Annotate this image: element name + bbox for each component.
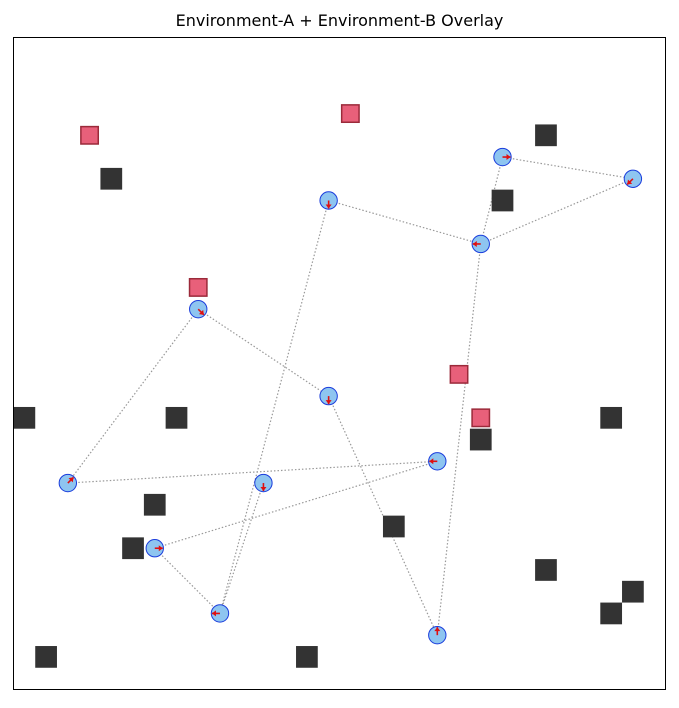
heading-arrowhead [325, 400, 332, 405]
chart-title: Environment-A + Environment-B Overlay [175, 11, 504, 30]
path-segment [480, 156, 504, 245]
target-marker [80, 125, 100, 145]
agent-marker [145, 539, 164, 558]
agents-layer [58, 147, 643, 645]
path-segment [154, 547, 221, 614]
obstacle-cell [600, 602, 623, 625]
path-segment [219, 482, 265, 614]
obstacle-cell [600, 406, 623, 429]
obstacle-cell [35, 646, 57, 668]
target-marker [471, 408, 491, 428]
heading-arrowhead [627, 179, 633, 185]
heading-arrowhead [211, 610, 216, 617]
obstacle-cell [100, 167, 123, 190]
obstacle-cell [491, 189, 514, 212]
heading-arrowhead [158, 545, 163, 552]
obstacle-cell [622, 580, 644, 603]
obstacle-cell [122, 537, 144, 560]
paths-layer [67, 156, 634, 636]
heading-arrowhead [434, 627, 441, 632]
agent-marker [428, 625, 447, 645]
heading-arrowhead [325, 204, 332, 209]
heading-arrowhead [506, 154, 511, 161]
agent-marker [189, 299, 208, 319]
agent-marker [319, 191, 338, 210]
obstacles-layer [13, 124, 644, 668]
target-marker [340, 104, 360, 124]
agent-marker [58, 473, 78, 493]
path-segment [67, 308, 199, 484]
obstacle-cell [143, 493, 166, 516]
heading-arrowhead [472, 240, 477, 247]
obstacle-cell [13, 406, 36, 429]
agent-marker [319, 386, 338, 406]
heading-arrowhead [429, 458, 434, 465]
obstacle-cell [165, 406, 188, 429]
agent-marker [210, 604, 230, 623]
obstacle-cell [535, 559, 557, 581]
path-segment [328, 199, 481, 245]
agent-marker [471, 234, 490, 254]
agent-marker [254, 473, 273, 493]
obstacle-cell [296, 646, 318, 668]
targets-layer [80, 104, 491, 428]
heading-arrowhead [260, 487, 267, 492]
path-segment [197, 308, 329, 397]
agent-marker [623, 169, 643, 188]
obstacle-cell [382, 515, 405, 538]
heading-arrowhead [198, 309, 204, 315]
path-segment [154, 460, 438, 549]
path-segment [436, 243, 482, 636]
agent-marker [428, 452, 447, 471]
plot-frame [13, 37, 666, 690]
target-marker [449, 364, 469, 384]
path-segment [480, 178, 634, 245]
path-segment [502, 156, 633, 180]
target-marker [188, 277, 208, 297]
path-segment [219, 200, 330, 614]
path-segment [67, 460, 438, 484]
obstacle-cell [535, 124, 557, 147]
obstacle-cell [469, 428, 492, 451]
heading-arrowhead [68, 477, 74, 483]
agent-marker [493, 147, 512, 167]
